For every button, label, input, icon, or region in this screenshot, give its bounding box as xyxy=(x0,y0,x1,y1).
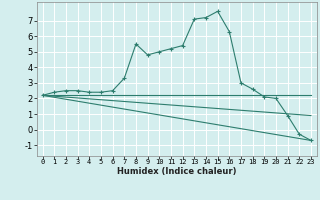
X-axis label: Humidex (Indice chaleur): Humidex (Indice chaleur) xyxy=(117,167,236,176)
